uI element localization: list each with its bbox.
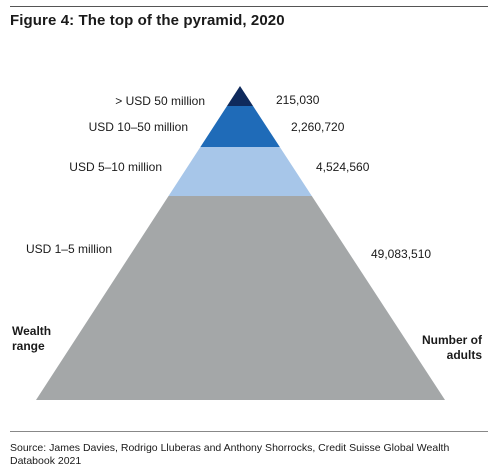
- left-axis-label-line1: Wealth: [12, 324, 51, 338]
- figure-title: Figure 4: The top of the pyramid, 2020: [10, 12, 285, 29]
- tier-range-label-4: USD 1–5 million: [26, 242, 112, 256]
- tier-adults-label-2: 2,260,720: [291, 120, 345, 134]
- bottom-rule: [10, 431, 488, 432]
- top-rule: [10, 6, 488, 7]
- right-axis-label-line1: Number of: [422, 333, 483, 347]
- pyramid-tier-4: [36, 196, 445, 400]
- tier-adults-label-3: 4,524,560: [316, 160, 370, 174]
- tier-range-label-1: > USD 50 million: [115, 94, 205, 108]
- pyramid-tier-1: [227, 86, 254, 106]
- tier-adults-label-4: 49,083,510: [371, 247, 431, 261]
- pyramid-tier-2: [200, 106, 280, 147]
- tier-range-label-3: USD 5–10 million: [69, 160, 162, 174]
- right-axis-label-line2: adults: [447, 348, 483, 362]
- left-axis-label-line2: range: [12, 339, 45, 353]
- tier-range-label-2: USD 10–50 million: [89, 120, 188, 134]
- pyramid-tier-3: [168, 147, 312, 196]
- source-note: Source: James Davies, Rodrigo Lluberas a…: [10, 442, 450, 467]
- tier-adults-label-1: 215,030: [276, 93, 320, 107]
